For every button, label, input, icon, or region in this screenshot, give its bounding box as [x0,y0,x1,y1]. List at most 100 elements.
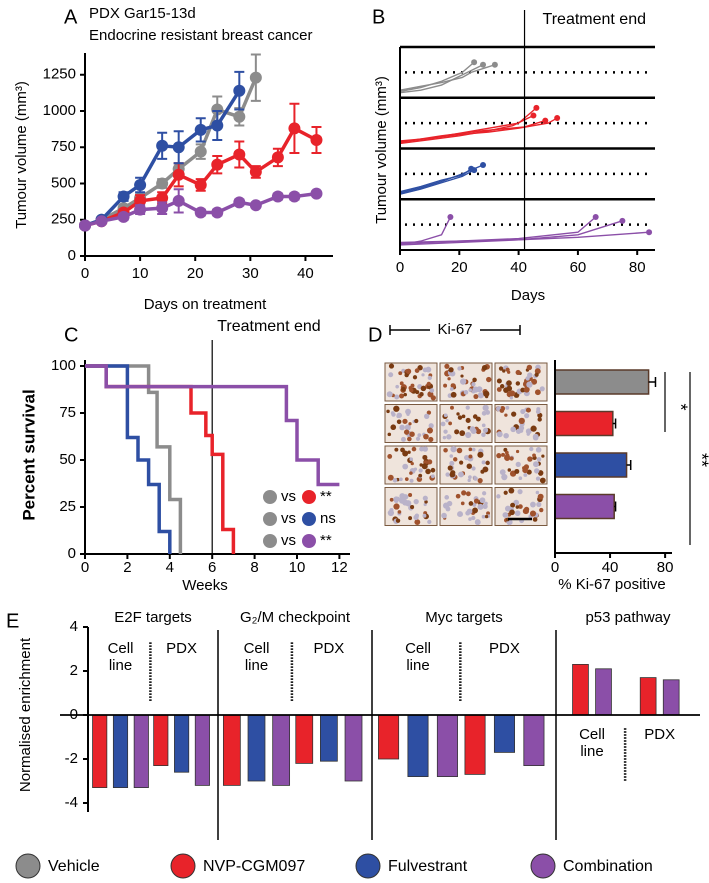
nucleus [533,461,539,468]
nucleus [386,391,393,398]
nucleus [523,386,530,393]
nucleus [502,369,506,373]
data-point [134,203,147,216]
nucleus [397,510,402,514]
nucleus [423,502,427,507]
data-point [233,84,246,97]
legend-marker [302,512,316,526]
nucleus [482,503,488,510]
endpoint [646,229,653,236]
nucleus [499,384,505,389]
nucleus [466,463,473,469]
endpoint [530,112,537,119]
x-tick-label: 20 [451,259,468,276]
y-tick-label: 0 [68,545,76,562]
data-point [172,141,185,154]
nucleus [446,500,453,507]
nucleus [514,510,521,517]
bar [572,664,589,716]
bar [493,714,515,753]
nucleus [389,497,394,502]
nucleus [496,387,502,392]
nucleus [529,510,537,517]
nucleus [465,417,471,423]
x-tick-label: 60 [570,259,587,276]
nucleus [430,467,436,473]
group-label: Cell line [107,640,134,675]
nucleus [447,465,453,471]
data-point [95,215,108,228]
nucleus [524,413,530,419]
nucleus [419,463,423,467]
nucleus [481,432,486,438]
nucleus [442,435,447,440]
legend-label: NVP-CGM097 [203,858,305,875]
nucleus [425,468,431,475]
nucleus [404,372,409,378]
nucleus [422,454,428,461]
y-axis-label: Percent survival [19,389,38,520]
nucleus [409,388,414,393]
nucleus [411,446,417,452]
panel-title: Myc targets [425,609,503,626]
nucleus [418,468,423,473]
nucleus [486,376,492,383]
nucleus [443,429,448,434]
error-bar [612,418,617,429]
nucleus [443,447,448,453]
nucleus [476,386,483,393]
significance: ns [320,510,336,527]
chart-title: PDX Gar15-13d [89,5,196,22]
nucleus [484,427,488,432]
data-point [233,148,246,161]
nucleus [537,470,544,476]
x-tick-label: 20 [187,265,204,282]
nucleus [414,368,420,373]
data-point [310,187,323,200]
x-tick-label: 40 [510,259,527,276]
nucleus [473,476,478,481]
ihc-image [439,445,493,485]
nucleus [443,413,448,418]
nucleus [450,405,454,410]
nucleus [422,495,428,501]
nucleus [482,491,487,496]
bar [295,714,314,764]
nucleus [515,381,521,386]
nucleus [473,394,479,400]
nucleus [463,390,469,395]
nucleus [513,499,520,506]
nucleus [471,382,476,387]
legend-marker [263,512,277,526]
data-point [156,177,169,190]
nucleus [505,453,510,458]
data-point [288,122,301,135]
bar [222,714,241,786]
nucleus [426,381,431,387]
nucleus [527,456,533,462]
bar [662,679,680,716]
nucleus [499,408,505,413]
comparison-text: vs [281,488,296,505]
nucleus [468,454,473,459]
nucleus [409,478,414,483]
nucleus [539,386,545,392]
panel-letter: E [6,610,19,632]
nucleus [404,425,409,430]
nucleus [501,452,506,457]
data-point [194,145,207,158]
nucleus [510,426,517,433]
nucleus [472,377,477,383]
nucleus [428,423,434,429]
nucleus [532,453,536,458]
y-axis-label: Tumour volume (mm³) [13,81,30,229]
x-tick-label: 30 [242,265,259,282]
nucleus [537,417,542,422]
nucleus [396,412,402,419]
nucleus [475,416,481,422]
legend-marker [302,490,316,504]
nucleus [449,471,456,478]
panel-title: E2F targets [114,609,192,626]
nucleus [401,368,406,373]
